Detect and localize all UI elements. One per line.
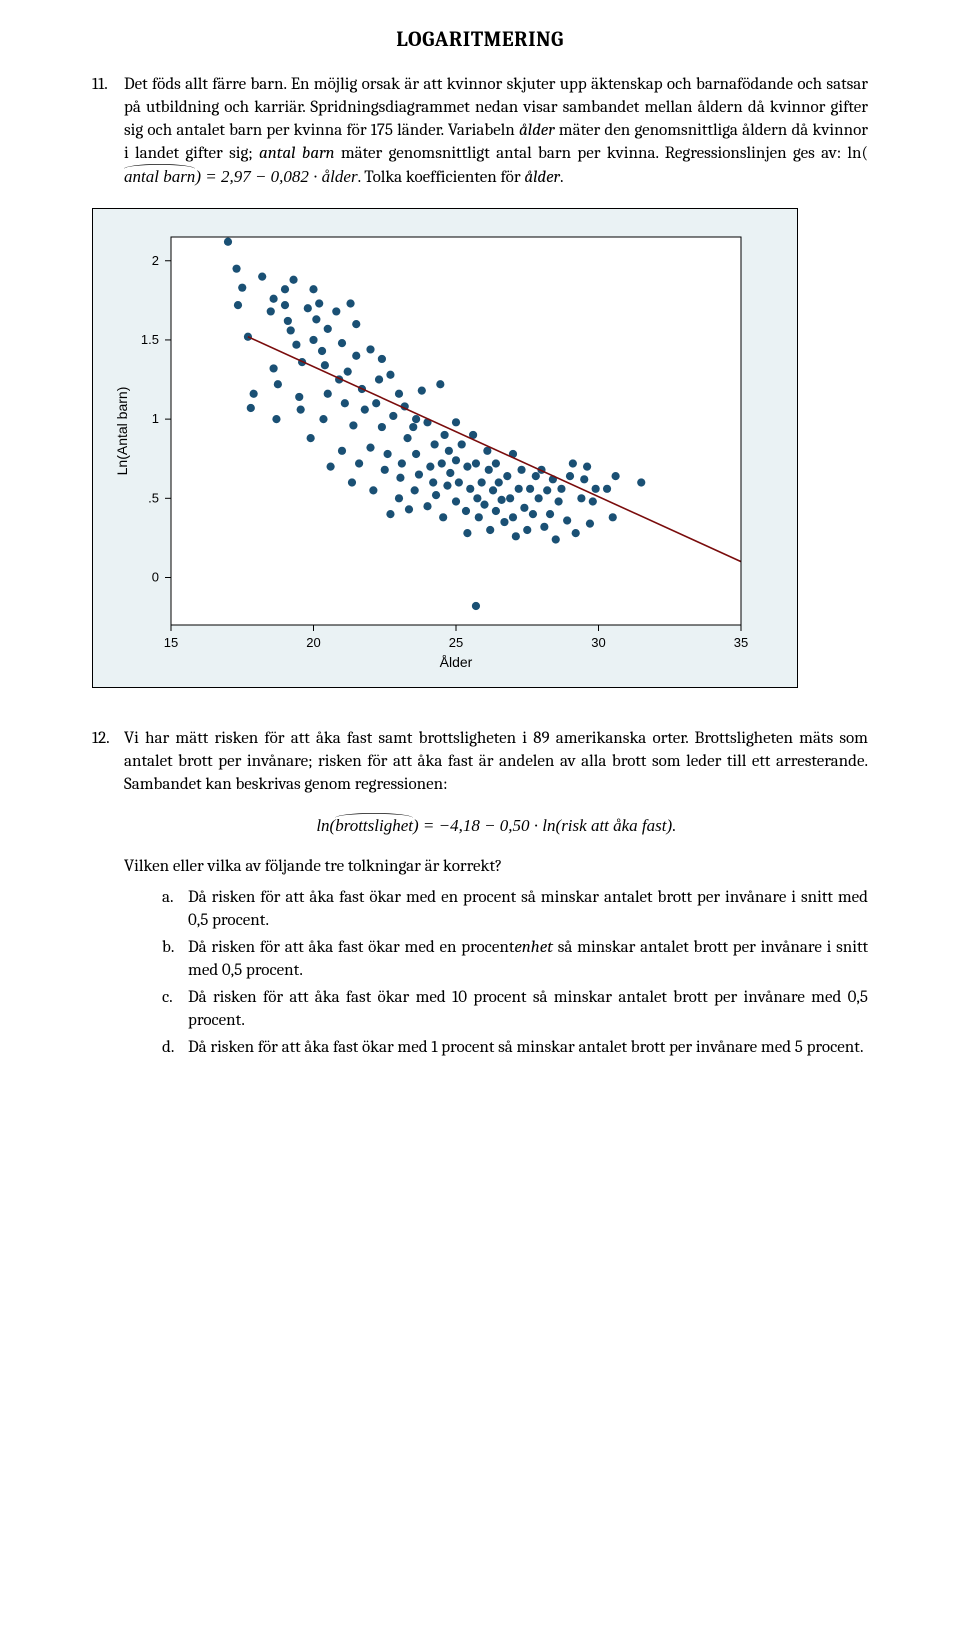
q11-text-e: . Tolka koefficienten för [358,168,525,187]
svg-text:1: 1 [152,411,159,426]
svg-text:0: 0 [152,569,159,584]
q12-eq-end: . [672,817,676,836]
q11-body: Det föds allt färre barn. En möjlig orsa… [124,74,868,190]
q11-text-f: . [560,168,564,187]
q12-eq-arg2: (risk att åka fast) [556,816,673,835]
option-text: Då risken för att åka fast ökar med 1 pr… [188,1037,868,1060]
chart-container: 0 .5 1 1.5 2 15 20 25 30 35 Ln(Antal barn) Ålder [92,208,868,688]
page-title: LOGARITMERING [92,28,868,52]
svg-text:30: 30 [591,635,605,650]
q12-options: a.Då risken för att åka fast ökar med en… [124,887,868,1060]
q11-var-antal-barn: antal barn [259,144,335,163]
q11-var-alder: ålder [519,121,555,140]
q11-var-alder2: ålder [524,168,560,187]
svg-text:.5: .5 [148,490,159,505]
svg-text:20: 20 [306,635,320,650]
q12-question: Vilken eller vilka av följande tre tolkn… [124,856,868,879]
chart-frame: 0 .5 1 1.5 2 15 20 25 30 35 Ln(Antal barn) Ålder [92,208,798,688]
q11-text-c: mäter genomsnittligt antal barn per kvin… [335,144,868,163]
option-letter: d. [162,1037,188,1060]
q11-text-d: ) = 2,97 − 0,082 · å [195,167,330,186]
q12-eq-mid: ) = −4,18 − 0,50 · [413,816,542,835]
q12-number: 12. [92,728,124,751]
svg-text:Ln(Antal barn): Ln(Antal barn) [114,386,130,475]
option-text: Då risken för att åka fast ökar med en p… [188,937,868,983]
q12-eq-hat: brottslighet [335,815,413,838]
question-11: 11. Det föds allt färre barn. En möjlig … [92,74,868,190]
q12-option: c.Då risken för att åka fast ökar med 10… [162,987,868,1033]
question-12: 12. Vi har mätt risken för att åka fast … [92,728,868,1064]
svg-text:35: 35 [734,635,748,650]
page: LOGARITMERING 11. Det föds allt färre ba… [0,0,960,1632]
q12-body: Vi har mätt risken för att åka fast samt… [124,728,868,1064]
q12-text-a: Vi har mätt risken för att åka fast samt… [124,729,868,794]
q12-option: d.Då risken för att åka fast ökar med 1 … [162,1037,868,1060]
option-letter: c. [162,987,188,1010]
q12-eq-ln2: ln [542,816,555,835]
q12-equation: ln(brottslighet) = −4,18 − 0,50 · ln(ris… [124,815,868,839]
q12-option: b.Då risken för att åka fast ökar med en… [162,937,868,983]
q12-option: a.Då risken för att åka fast ökar med en… [162,887,868,933]
q11-regr-lder: lder [330,167,357,186]
svg-text:15: 15 [164,635,178,650]
q11-number: 11. [92,74,124,97]
q11-regr-hat: antal barn [124,166,195,189]
option-text: Då risken för att åka fast ökar med en p… [188,887,868,933]
svg-text:25: 25 [449,635,463,650]
option-letter: b. [162,937,188,960]
scatter-plot: 0 .5 1 1.5 2 15 20 25 30 35 Ln(Antal barn) Ålder [107,223,755,677]
svg-text:Ålder: Ålder [440,654,473,670]
option-text: Då risken för att åka fast ökar med 10 p… [188,987,868,1033]
svg-text:2: 2 [152,252,159,267]
option-letter: a. [162,887,188,910]
q12-eq-pre: ln( [316,816,335,835]
svg-text:1.5: 1.5 [141,332,159,347]
